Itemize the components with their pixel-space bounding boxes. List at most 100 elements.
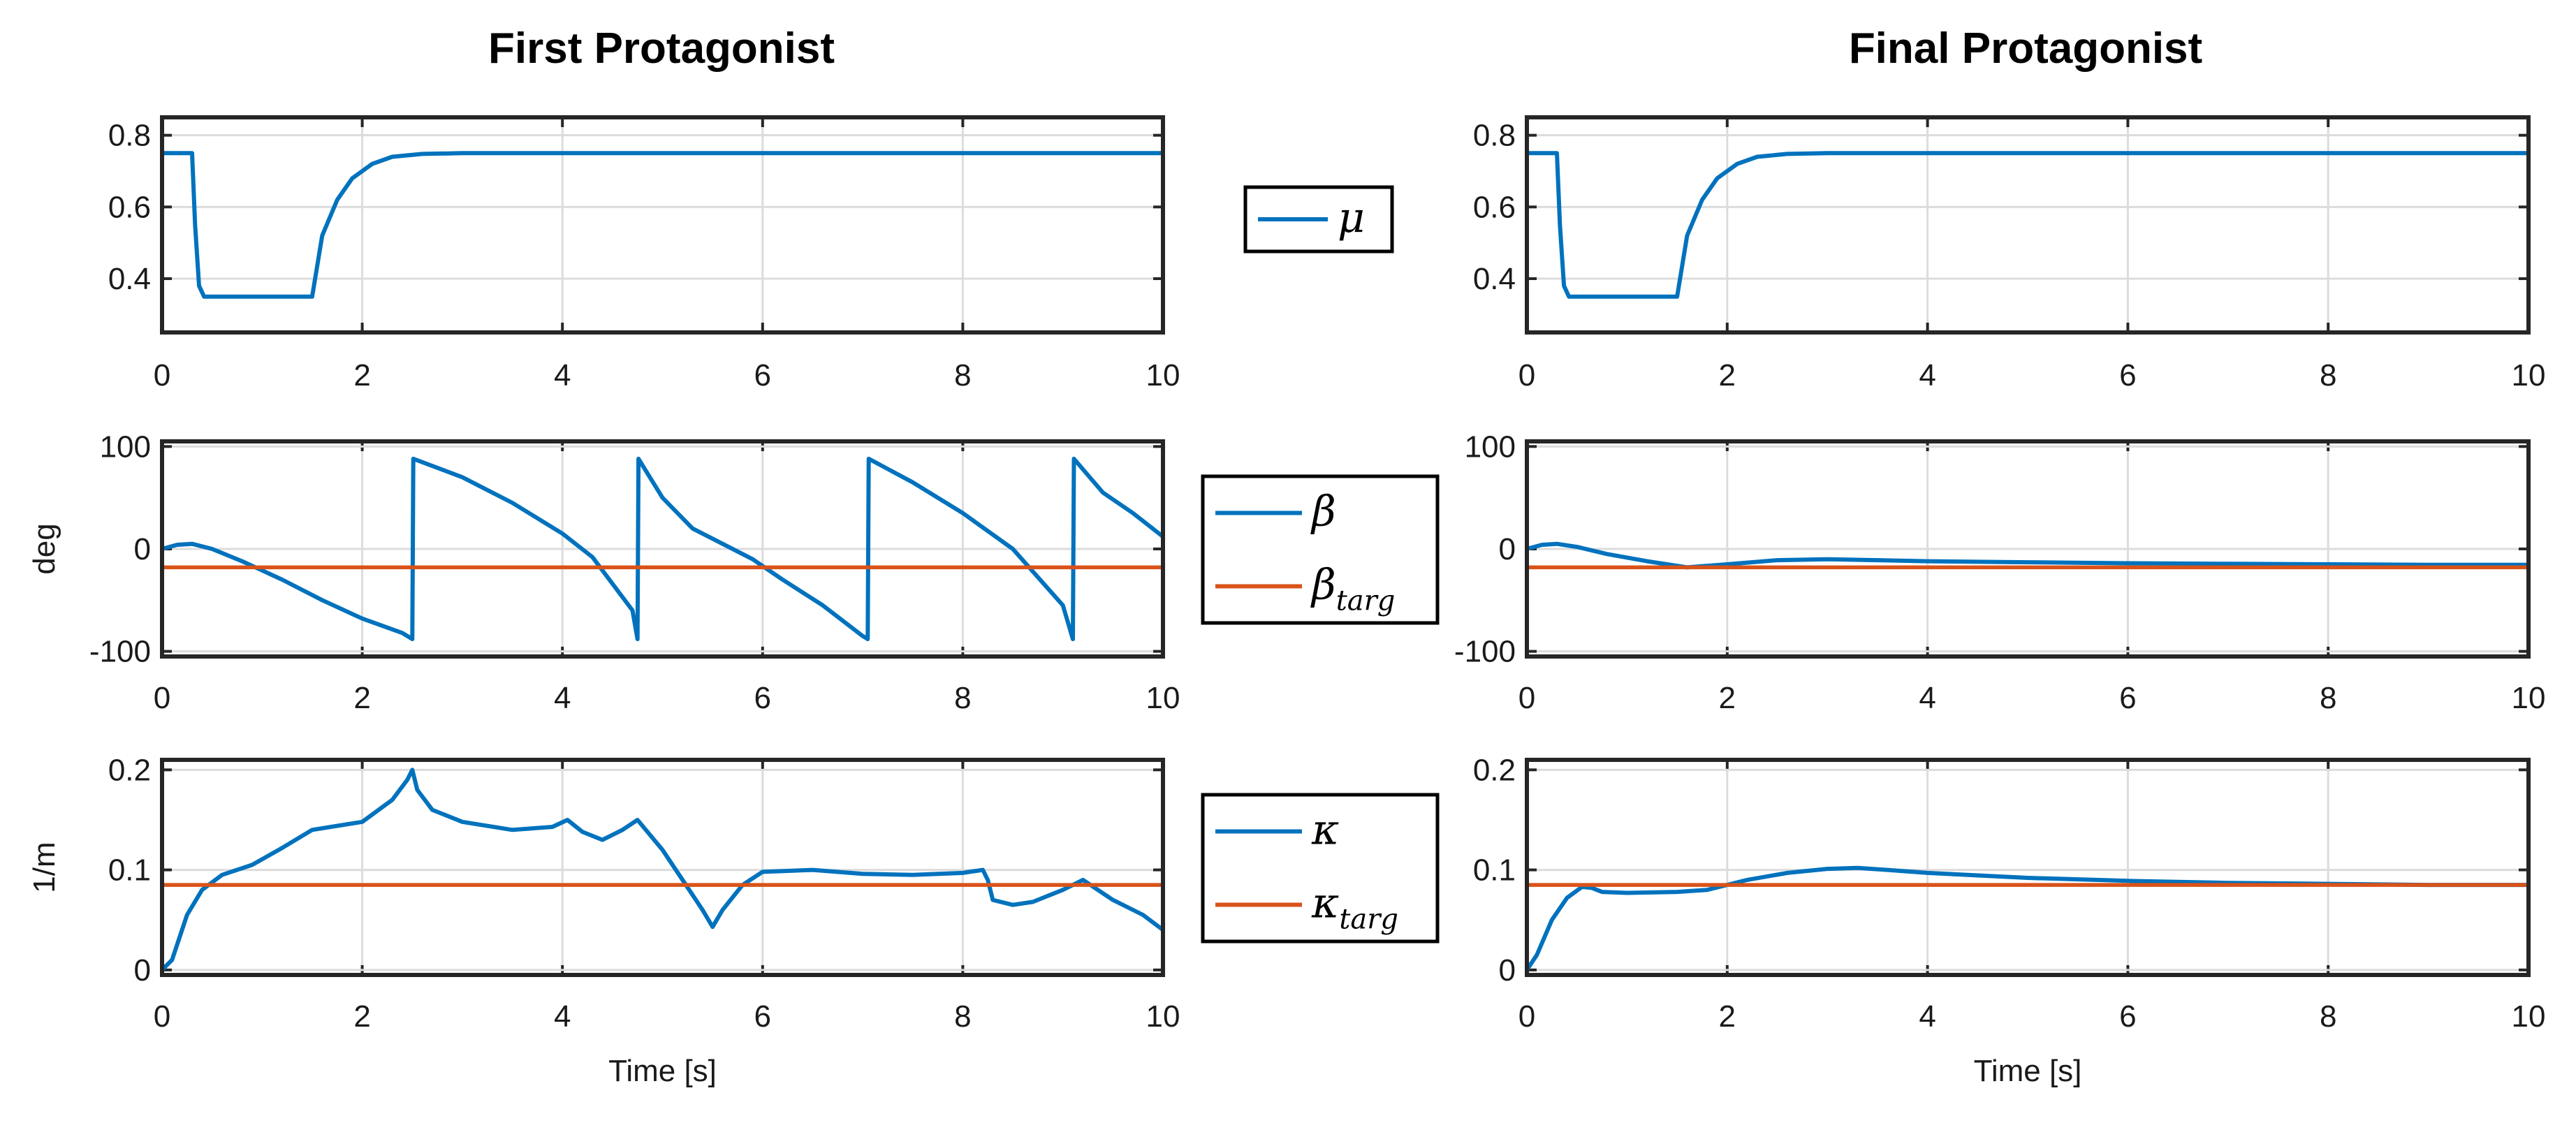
- x-tick-label: 2: [353, 681, 370, 715]
- legend-subscript: targ: [1339, 904, 1398, 936]
- axes-box: [1525, 115, 2531, 335]
- y-tick-label: 0: [1499, 953, 1516, 988]
- legend-subscript: targ: [1336, 585, 1396, 617]
- x-tick-label: 0: [1518, 999, 1535, 1034]
- x-tick-label: 2: [1719, 681, 1736, 715]
- title-first-protagonist: First Protagonist: [488, 24, 835, 73]
- legend-label: βtarg: [1310, 561, 1395, 617]
- x-axis-label: Time [s]: [608, 1054, 717, 1088]
- x-tick-label: 6: [754, 681, 771, 715]
- legend-symbol: μ: [1338, 193, 1365, 242]
- plot-area: [1527, 117, 2529, 332]
- x-tick-label: 10: [2512, 681, 2546, 715]
- y-tick-label: 0.8: [108, 119, 151, 153]
- x-tick-label: 0: [154, 681, 170, 715]
- axes-box: [160, 115, 1165, 335]
- x-tick-label: 0: [1518, 358, 1535, 392]
- x-tick-label: 0: [1518, 681, 1535, 715]
- x-tick-label: 6: [754, 358, 771, 392]
- x-tick-label: 10: [1146, 999, 1180, 1034]
- x-tick-label: 6: [2119, 999, 2136, 1034]
- legend-box: [1201, 474, 1440, 625]
- x-tick-label: 10: [1146, 358, 1180, 392]
- axes-box: [160, 439, 1165, 659]
- x-tick-label: 2: [353, 999, 370, 1034]
- legend-label: μ: [1338, 193, 1365, 242]
- x-tick-label: 0: [154, 999, 170, 1034]
- x-tick-label: 4: [1919, 358, 1935, 392]
- axes-box: [1525, 439, 2531, 659]
- y-tick-label: 0: [134, 532, 151, 566]
- y-tick-label: 0: [1499, 532, 1516, 566]
- x-tick-label: 4: [554, 681, 571, 715]
- x-tick-label: 8: [2320, 358, 2336, 392]
- y-tick-label: -100: [89, 635, 151, 669]
- x-tick-label: 6: [2119, 681, 2136, 715]
- x-tick-label: 4: [1919, 999, 1935, 1034]
- legend-mu: μ: [1243, 185, 1394, 254]
- x-tick-label: 6: [2119, 358, 2136, 392]
- x-tick-label: 4: [554, 999, 571, 1034]
- y-axis-label: deg: [27, 523, 61, 574]
- y-axis-label: 1/m: [27, 842, 61, 893]
- x-tick-label: 4: [1919, 681, 1935, 715]
- panel-first-kappa: 0 2 4 6 8 10 0 0.1 0.2 1/m Time [s]: [27, 753, 1180, 1088]
- panel-final-mu: 0 2 4 6 8 10 0.4 0.6 0.8: [1473, 115, 2546, 392]
- y-tick-label: 0.1: [1473, 853, 1516, 888]
- series-line-measured: [160, 768, 1165, 972]
- series-line-measured: [1525, 541, 2531, 570]
- legend-label: κtarg: [1311, 879, 1398, 936]
- y-tick-label: 0.6: [108, 190, 151, 224]
- y-tick-label: 0.2: [108, 753, 151, 787]
- legend-symbol: β: [1310, 487, 1336, 536]
- axes-box: [1525, 758, 2531, 977]
- x-tick-label: 8: [954, 681, 971, 715]
- panel-final-kappa: 0 2 4 6 8 10 0 0.1 0.2 Time [s]: [1473, 753, 2546, 1088]
- x-tick-label: 0: [154, 358, 170, 392]
- x-tick-label: 8: [2320, 999, 2336, 1034]
- x-tick-label: 4: [554, 358, 571, 392]
- y-tick-label: 0: [134, 953, 151, 988]
- plot-area: [162, 117, 1163, 332]
- legend-label: κ: [1311, 806, 1339, 855]
- x-tick-label: 6: [754, 999, 771, 1034]
- plot-area: [162, 760, 1163, 975]
- legend-label: β: [1310, 487, 1336, 536]
- y-tick-label: 0.4: [1473, 262, 1516, 296]
- series-line-measured: [160, 456, 1165, 642]
- x-tick-label: 10: [2512, 999, 2546, 1034]
- x-tick-label: 8: [954, 358, 971, 392]
- x-tick-label: 10: [2512, 358, 2546, 392]
- x-tick-label: 10: [1146, 681, 1180, 715]
- y-tick-label: 0.6: [1473, 190, 1516, 224]
- y-tick-label: 0.4: [108, 262, 151, 296]
- title-final-protagonist: Final Protagonist: [1849, 24, 2202, 73]
- series-line-measured: [1525, 865, 2531, 972]
- y-tick-label: -100: [1454, 635, 1516, 669]
- x-tick-label: 2: [1719, 999, 1736, 1034]
- legend-box: [1201, 793, 1440, 944]
- axes-box: [160, 758, 1165, 977]
- y-tick-label: 100: [100, 430, 151, 464]
- x-tick-label: 2: [1719, 358, 1736, 392]
- x-tick-label: 8: [2320, 681, 2336, 715]
- legend-symbol: κ: [1311, 806, 1339, 855]
- legend-symbol: κ: [1311, 879, 1339, 928]
- y-tick-label: 100: [1465, 430, 1516, 464]
- plot-area: [1527, 760, 2529, 975]
- legend-symbol: β: [1310, 561, 1336, 610]
- panel-first-mu: 0 2 4 6 8 10 0.4 0.6 0.8: [108, 115, 1180, 392]
- series-line-measured: [1525, 151, 2531, 299]
- x-axis-label: Time [s]: [1974, 1054, 2082, 1088]
- y-tick-label: 0.8: [1473, 119, 1516, 153]
- series-line-measured: [160, 151, 1165, 299]
- y-tick-label: 0.2: [1473, 753, 1516, 787]
- y-tick-label: 0.1: [108, 853, 151, 888]
